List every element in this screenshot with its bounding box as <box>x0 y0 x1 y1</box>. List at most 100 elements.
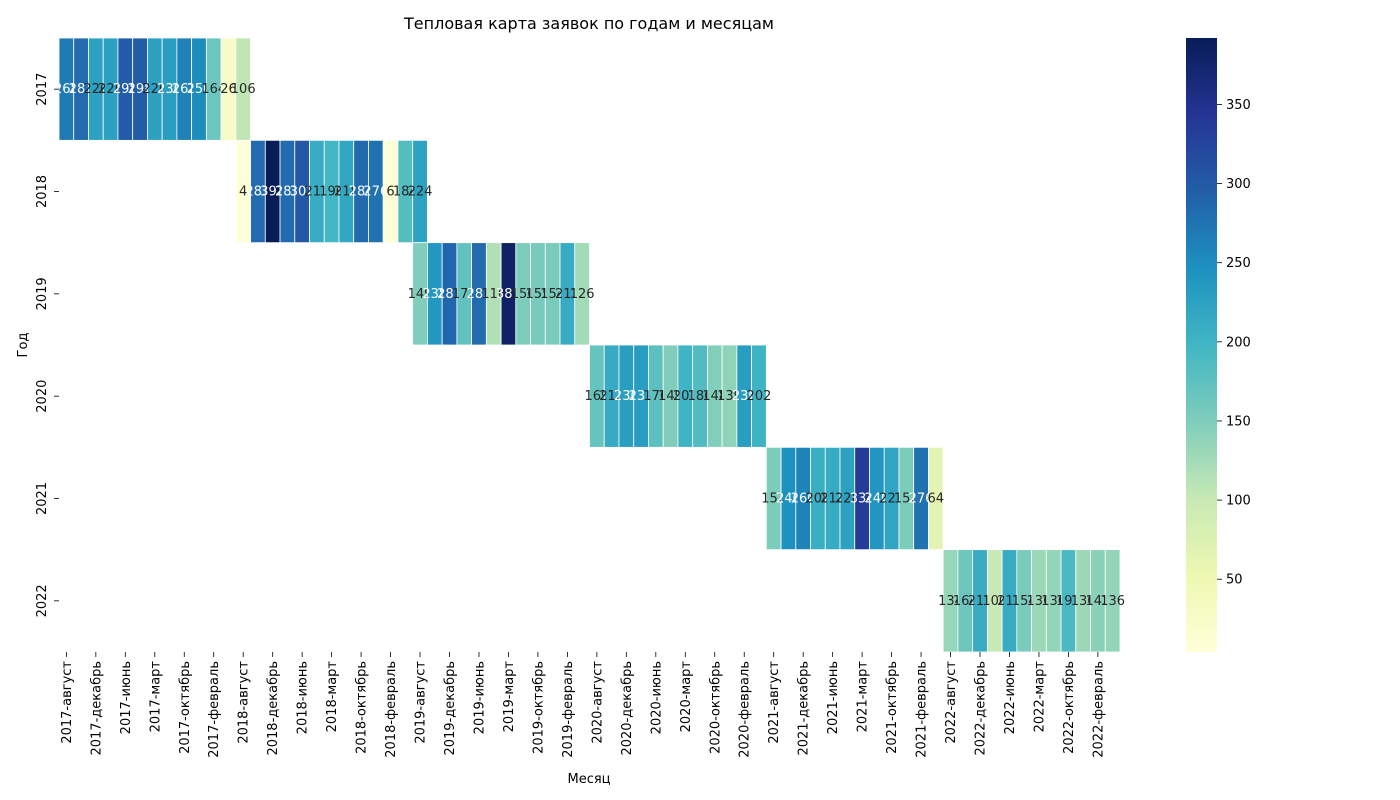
cell-value-label: 283 <box>246 185 271 200</box>
x-tick-label: 2020-март <box>679 661 694 733</box>
cell-value-label: 230 <box>157 82 182 97</box>
cell-value-label: 230 <box>732 389 757 404</box>
cell-value-label: 139 <box>717 389 742 404</box>
cell-value-label: 196 <box>319 185 344 200</box>
y-tick-label: 2021 <box>35 482 50 515</box>
x-axis-ticks: 2017-август 2017-декабрь 2017-июнь 2017-мар… <box>60 652 1106 758</box>
x-tick-label: 2022-август <box>944 661 959 744</box>
cell-value-label: 149 <box>408 287 433 302</box>
cell-value-label: 268 <box>54 82 79 97</box>
cell-value-label: 240 <box>864 492 889 507</box>
x-tick-label: 2021-декабрь <box>797 661 812 756</box>
cell-value-label: 218 <box>334 185 359 200</box>
cell-value-label: 130 <box>1027 594 1052 609</box>
chart-title: Тепловая карта заявок по годам и месяцам <box>403 14 774 33</box>
cell-value-label: 186 <box>688 389 713 404</box>
cell-value-label: 276 <box>909 492 934 507</box>
cell-value-label: 130 <box>1071 594 1096 609</box>
cell-value-label: 226 <box>98 82 123 97</box>
x-tick-label: 2020-декабрь <box>620 661 635 756</box>
cell-value-label: 164 <box>201 82 226 97</box>
x-tick-label: 2019-июнь <box>472 661 487 734</box>
cell-value-label: 142 <box>1085 594 1110 609</box>
cell-value-label: 230 <box>614 389 639 404</box>
x-tick-label: 2017-март <box>148 661 163 733</box>
cell-value-label: 149 <box>658 389 683 404</box>
x-tick-label: 2017-октябрь <box>178 661 193 754</box>
cell-value-label: 392 <box>260 185 285 200</box>
y-tick-label: 2017 <box>35 73 50 106</box>
colorbar: 50 100 150 200 250 300 350 <box>1186 38 1251 652</box>
x-tick-label: 2020-февраль <box>738 661 753 758</box>
cell-value-label: 150 <box>511 287 536 302</box>
cell-value-label: 298 <box>113 82 138 97</box>
x-tick-label: 2020-август <box>590 661 605 744</box>
cell-value-label: 136 <box>1100 594 1125 609</box>
x-tick-label: 2022-октябрь <box>1062 661 1077 754</box>
colorbar-tick-label: 300 <box>1226 177 1251 192</box>
cell-value-label: 211 <box>304 185 329 200</box>
cell-value-label: 164 <box>953 594 978 609</box>
y-tick-label: 2018 <box>35 175 50 208</box>
cell-value-label: 334 <box>850 492 875 507</box>
x-tick-label: 2017-февраль <box>207 661 222 758</box>
cell-value-label: 136 <box>1041 594 1066 609</box>
cell-value-label: 221 <box>879 492 904 507</box>
cell-value-label: 148 <box>702 389 727 404</box>
cell-value-label: 250 <box>187 82 212 97</box>
cell-value-label: 152 <box>761 492 786 507</box>
colorbar-tick-label: 150 <box>1226 414 1251 429</box>
cell-value-label: 226 <box>83 82 108 97</box>
cell-value-label: 169 <box>584 389 609 404</box>
heatmap-cells: 2682832262262982982262302622501642610642… <box>54 37 1125 653</box>
cell-value-label: 283 <box>69 82 94 97</box>
colorbar-tick-label: 350 <box>1226 98 1251 113</box>
y-axis-ticks: 2017 2018 2019 2020 2021 2022 <box>35 73 59 617</box>
y-tick-label: 2019 <box>35 277 50 310</box>
x-tick-label: 2018-декабрь <box>266 661 281 756</box>
cell-value-label: 212 <box>599 389 624 404</box>
x-tick-label: 2022-февраль <box>1091 661 1106 758</box>
x-tick-label: 2019-август <box>414 661 429 744</box>
colorbar-gradient <box>1186 38 1217 652</box>
x-tick-label: 2018-октябрь <box>355 661 370 754</box>
y-tick-label: 2022 <box>35 584 50 617</box>
cell-value-label: 64 <box>928 492 945 507</box>
cell-value-label: 106 <box>231 82 256 97</box>
y-tick-label: 2020 <box>35 380 50 413</box>
heatmap-cell <box>928 446 944 551</box>
x-tick-label: 2017-июнь <box>119 661 134 734</box>
cell-value-label: 212 <box>820 492 845 507</box>
x-tick-label: 2017-декабрь <box>89 661 104 756</box>
cell-value-label: 226 <box>835 492 860 507</box>
x-tick-label: 2022-декабрь <box>974 661 989 756</box>
colorbar-tick-label: 50 <box>1226 573 1243 588</box>
cell-value-label: 231 <box>629 389 654 404</box>
colorbar-tick-label: 200 <box>1226 335 1251 350</box>
x-tick-label: 2021-октябрь <box>885 661 900 754</box>
heatmap-cell <box>751 344 767 448</box>
x-tick-label: 2022-июнь <box>1003 661 1018 734</box>
cell-value-label: 381 <box>496 287 521 302</box>
cell-value-label: 154 <box>540 287 565 302</box>
x-tick-label: 2019-декабрь <box>443 661 458 756</box>
cell-value-label: 276 <box>363 185 388 200</box>
cell-value-label: 154 <box>1012 594 1037 609</box>
cell-value-label: 224 <box>408 185 433 200</box>
x-tick-label: 2019-февраль <box>561 661 576 758</box>
x-tick-label: 2021-февраль <box>915 661 930 758</box>
cell-value-label: 262 <box>172 82 197 97</box>
cell-value-label: 260 <box>791 492 816 507</box>
cell-value-label: 152 <box>894 492 919 507</box>
colorbar-tick-label: 100 <box>1226 494 1251 509</box>
cell-value-label: 284 <box>349 185 374 200</box>
x-tick-label: 2018-август <box>237 661 252 744</box>
cell-value-label: 202 <box>747 389 772 404</box>
cell-value-label: 283 <box>467 287 492 302</box>
cell-value-label: 116 <box>481 287 506 302</box>
colorbar-tick-label: 250 <box>1226 256 1251 271</box>
cell-value-label: 211 <box>997 594 1022 609</box>
x-tick-label: 2018-март <box>325 661 340 733</box>
cell-value-label: 4 <box>239 185 247 200</box>
heatmap-cell <box>1104 549 1121 653</box>
